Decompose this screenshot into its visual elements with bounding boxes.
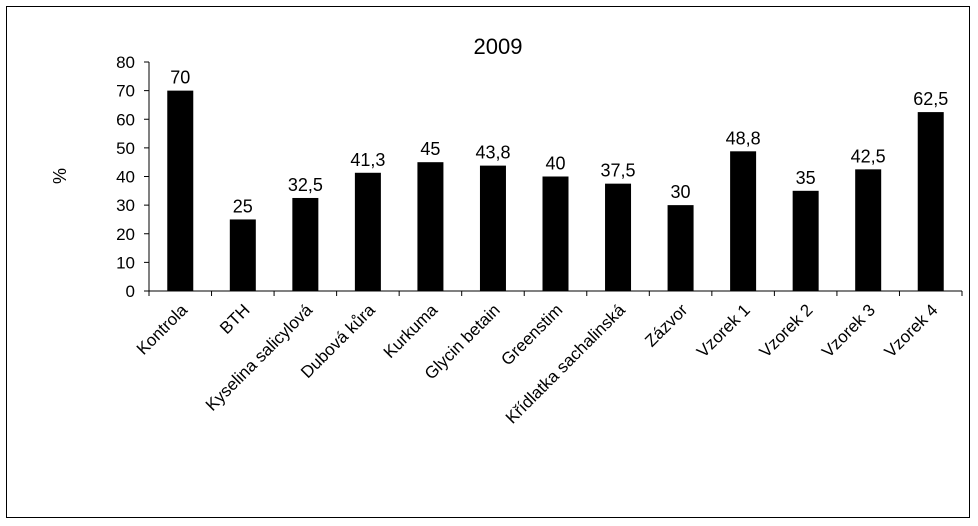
bar xyxy=(479,165,506,291)
bar-series xyxy=(167,90,944,291)
data-label: 43,8 xyxy=(475,143,510,163)
x-tick-label: Křídlatka sachalinská xyxy=(502,300,629,427)
bar xyxy=(354,172,381,291)
y-tick-label: 60 xyxy=(116,110,135,129)
bar xyxy=(542,176,569,291)
x-tick-label: BTH xyxy=(216,300,253,337)
y-axis-label: % xyxy=(50,168,70,184)
y-axis: 0 10 20 30 40 50 60 70 80 xyxy=(116,53,150,301)
data-label: 48,8 xyxy=(726,128,761,148)
data-labels: 70 25 32,5 41,3 45 43,8 40 37,5 30 48,8 35 42,5 62,5 xyxy=(170,68,948,217)
bar xyxy=(167,90,194,291)
bar xyxy=(855,169,882,291)
x-tick-label: Kyselina salicylová xyxy=(202,300,317,415)
y-tick-label: 40 xyxy=(116,168,135,187)
y-tick-label: 10 xyxy=(116,253,135,272)
bar xyxy=(292,197,319,291)
x-tick-label: Vzorek 2 xyxy=(756,300,817,361)
y-tick-label: 30 xyxy=(116,196,135,215)
y-tick-label: 70 xyxy=(116,82,135,101)
data-label: 42,5 xyxy=(851,146,886,166)
chart-title: 2009 xyxy=(474,34,523,59)
bar xyxy=(917,112,944,291)
x-tick-label: Vzorek 1 xyxy=(693,300,754,361)
data-label: 45 xyxy=(420,139,440,159)
x-tick-label: Zázvor xyxy=(641,300,691,350)
y-tick-label: 20 xyxy=(116,225,135,244)
bar xyxy=(730,151,757,291)
x-tick-label: Kurkuma xyxy=(380,300,442,362)
data-label: 62,5 xyxy=(913,89,948,109)
data-label: 30 xyxy=(671,182,691,202)
bar xyxy=(417,162,444,291)
data-label: 41,3 xyxy=(350,150,385,170)
y-tick-label: 0 xyxy=(126,282,135,301)
data-label: 35 xyxy=(796,168,816,188)
x-axis xyxy=(148,290,963,296)
data-label: 32,5 xyxy=(288,175,323,195)
data-label: 70 xyxy=(170,68,190,88)
bar xyxy=(605,183,632,291)
y-tick-label: 50 xyxy=(116,139,135,158)
data-label: 40 xyxy=(545,154,565,174)
x-tick-label: Kontrola xyxy=(133,300,192,359)
bar xyxy=(229,219,256,291)
data-label: 37,5 xyxy=(601,161,636,181)
bar xyxy=(667,205,694,291)
x-tick-label: Vzorek 4 xyxy=(881,300,942,361)
bar xyxy=(792,190,819,291)
data-label: 25 xyxy=(233,196,253,216)
y-tick-label: 80 xyxy=(116,53,135,72)
x-tick-label: Vzorek 3 xyxy=(818,300,879,361)
